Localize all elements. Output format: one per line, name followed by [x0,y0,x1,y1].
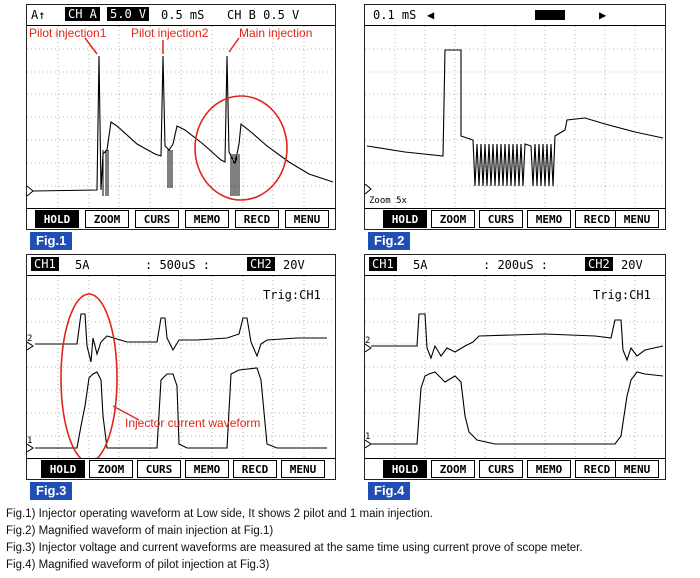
fig1-annotation-pilot2: Pilot injection2 [131,26,209,40]
fig2-recd-button[interactable]: RECD [575,210,619,228]
fig3-button-bar: HOLD ZOOM CURS MEMO RECD MENU [27,460,335,480]
fig1-header: A↑ CH A 5.0 V 0.5 mS CH B 0.5 V [27,5,335,25]
fig2-hold-button[interactable]: HOLD [383,210,427,228]
fig3-ch2-marker: 2 [27,334,33,344]
fig4-header: CH1 5A : 200uS : CH2 20V [365,255,665,275]
fig1-annotation-main: Main injection [239,26,313,40]
fig4-ch1-label: CH1 [369,257,397,271]
fig4-curs-button[interactable]: CURS [479,460,523,478]
fig3-timebase: : 500uS : [145,258,211,272]
fig1-timebase: 0.5 mS [161,8,205,22]
fig2-tag: Fig.2 [368,232,411,250]
fig3-ch1-label: CH1 [31,257,59,271]
fig3-ch1-value: 5A [75,258,90,272]
fig2-waveform [365,26,665,208]
fig2-zoom-button[interactable]: ZOOM [431,210,475,228]
fig4-zoom-button[interactable]: ZOOM [431,460,475,478]
fig2-memo-button[interactable]: MEMO [527,210,571,228]
fig2-timebase: 0.1 mS [373,8,417,22]
fig4-menu-button[interactable]: MENU [615,460,659,478]
fig3-curs-button[interactable]: CURS [137,460,181,478]
fig3-trigger-label: Trig:CH1 [263,288,321,302]
caption-fig3: Fig.3) Injector voltage and current wave… [6,542,583,554]
fig3-tag: Fig.3 [30,482,73,500]
fig2-button-bar: HOLD ZOOM CURS MEMO RECD MENU [365,210,665,230]
scope-fig3: CH1 5A : 500uS : CH2 20V Trig:CH1 Inject… [26,254,336,480]
fig4-ch1-marker: 1 [365,432,371,442]
fig2-curs-button[interactable]: CURS [479,210,523,228]
fig1-memo-button[interactable]: MEMO [185,210,229,228]
fig1-recd-button[interactable]: RECD [235,210,279,228]
fig2-left-arrow-icon[interactable]: ◀ [427,8,435,22]
fig4-ch2-marker: 2 [365,336,371,346]
fig1-ch-a-volt: 5.0 V [107,7,150,21]
fig1-trigger-indicator: A↑ [31,8,46,22]
fig4-hold-button[interactable]: HOLD [383,460,427,478]
fig1-zoom-button[interactable]: ZOOM [85,210,129,228]
caption-fig1: Fig.1) Injector operating waveform at Lo… [6,508,433,520]
fig2-menu-button[interactable]: MENU [615,210,659,228]
fig3-menu-button[interactable]: MENU [281,460,325,478]
fig4-waveform [365,276,665,458]
fig3-ch2-value: 20V [283,258,305,272]
fig2-header: 0.1 mS ◀ ▶ [365,5,665,25]
fig2-zoom-window-indicator [535,10,565,20]
fig2-zoom-label: Zoom 5x [369,196,407,206]
fig1-menu-button[interactable]: MENU [285,210,329,228]
fig3-hold-button[interactable]: HOLD [41,460,85,478]
fig1-screen: Pilot injection1 Pilot injection2 Main i… [27,25,335,209]
fig3-header: CH1 5A : 500uS : CH2 20V [27,255,335,275]
fig3-ch1-marker: 1 [27,436,33,446]
fig3-recd-button[interactable]: RECD [233,460,277,478]
caption-fig2: Fig.2) Magnified waveform of main inject… [6,525,274,537]
fig1-ch-b: CH B 0.5 V [227,8,300,22]
fig1-hold-button[interactable]: HOLD [35,210,79,228]
fig2-screen: Zoom 5x [365,25,665,209]
fig1-annotation-pilot1: Pilot injection1 [29,26,107,40]
fig3-memo-button[interactable]: MEMO [185,460,229,478]
fig4-recd-button[interactable]: RECD [575,460,619,478]
fig3-screen: Trig:CH1 Injector current waveform 2 1 [27,275,335,459]
fig1-ch-a-label: CH A [65,7,100,21]
fig3-ch2-label: CH2 [247,257,275,271]
fig1-tag: Fig.1 [30,232,73,250]
fig3-zoom-button[interactable]: ZOOM [89,460,133,478]
caption-fig4: Fig.4) Magnified waveform of pilot injec… [6,559,270,571]
fig4-memo-button[interactable]: MEMO [527,460,571,478]
fig4-ch2-label: CH2 [585,257,613,271]
fig4-timebase: : 200uS : [483,258,549,272]
fig1-curs-button[interactable]: CURS [135,210,179,228]
scope-fig2: 0.1 mS ◀ ▶ Zoom 5x HOLD ZOOM CURS MEMO R… [364,4,666,230]
fig3-waveform [27,276,335,458]
fig4-button-bar: HOLD ZOOM CURS MEMO RECD MENU [365,460,665,480]
fig3-annotation-current: Injector current waveform [125,416,261,430]
fig2-right-arrow-icon[interactable]: ▶ [599,8,607,22]
scope-fig4: CH1 5A : 200uS : CH2 20V Trig:CH1 2 1 HO… [364,254,666,480]
fig1-waveform [27,26,335,208]
fig4-screen: Trig:CH1 2 1 [365,275,665,459]
fig4-ch2-value: 20V [621,258,643,272]
fig4-ch1-value: 5A [413,258,428,272]
fig1-button-bar: HOLD ZOOM CURS MEMO RECD MENU [27,210,335,230]
scope-fig1: A↑ CH A 5.0 V 0.5 mS CH B 0.5 V [26,4,336,230]
fig4-tag: Fig.4 [368,482,411,500]
fig4-trigger-label: Trig:CH1 [593,288,651,302]
